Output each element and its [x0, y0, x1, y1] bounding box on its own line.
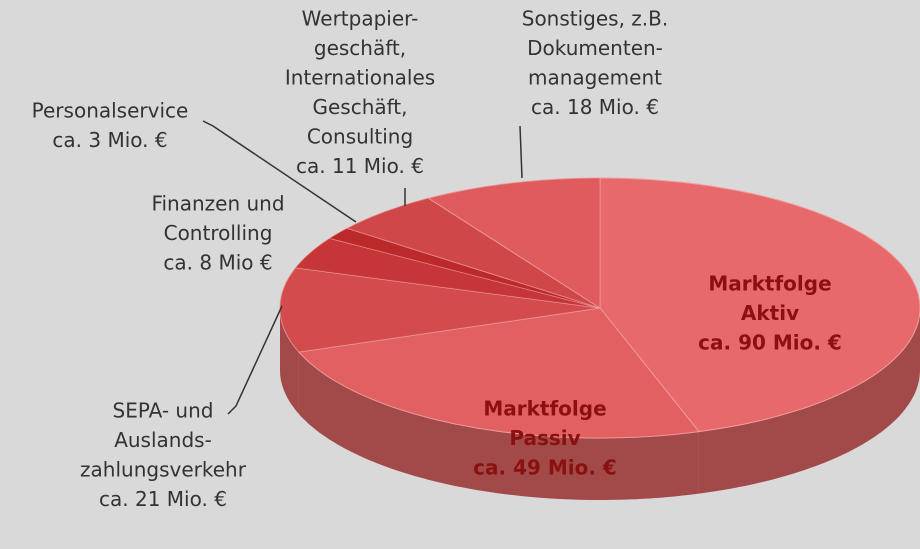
slice-side-shade [298, 352, 699, 500]
value-label: ca. 21 Mio. € [99, 487, 227, 511]
slice-label: Auslands- [114, 428, 212, 452]
slice-label: zahlungsverkehr [80, 458, 247, 482]
slice-side-shade [280, 308, 299, 414]
slices [279, 177, 920, 500]
slice-label: geschäft, [314, 36, 406, 60]
slice-label: Marktfolge [708, 272, 831, 296]
leader-line [227, 305, 283, 415]
slice-label: Wertpapier- [302, 7, 419, 31]
slice-label: Dokumenten- [527, 36, 663, 60]
slice-shade [347, 198, 600, 308]
slice-shade [280, 267, 600, 352]
slice-label: Consulting [307, 125, 413, 149]
slice-shade [295, 238, 600, 308]
slice [599, 177, 920, 433]
slice-side [298, 352, 699, 500]
slice-label: Internationales [285, 66, 435, 90]
slice-label: Geschäft, [312, 95, 407, 119]
value-label: ca. 11 Mio. € [296, 154, 424, 178]
slice [294, 237, 601, 309]
value-label: ca. 18 Mio. € [531, 95, 659, 119]
slice-shade [428, 178, 600, 308]
slice-label: Personalservice [32, 99, 189, 123]
slice-shade [298, 308, 699, 438]
slice-label: Finanzen und [151, 192, 284, 216]
leader-lines [202, 120, 523, 415]
labels: Marktfolge Aktiv ca. 90 Mio. € Marktfolge Pa… [32, 7, 842, 512]
slice-label: Sonstiges, z.B. [522, 7, 669, 31]
slice [297, 307, 700, 439]
leader-line [202, 120, 357, 223]
value-label: ca. 49 Mio. € [473, 456, 617, 480]
slice [345, 197, 601, 309]
value-label: ca. 90 Mio. € [698, 331, 842, 355]
slice-side [698, 308, 920, 494]
value-label: ca. 8 Mio € [163, 251, 272, 275]
slice-side [280, 308, 299, 414]
leader-line [519, 125, 523, 179]
slice-side-shade [698, 308, 920, 494]
slice-label: Aktiv [741, 301, 799, 325]
slice-label: Passiv [509, 426, 580, 450]
value-label: ca. 3 Mio. € [52, 128, 167, 152]
slice-label: Marktfolge [483, 397, 606, 421]
slice-label: Controlling [164, 221, 273, 245]
slice [427, 177, 601, 309]
slice-label: management [528, 66, 662, 90]
slice-shade [329, 228, 600, 308]
slice-label: SEPA- und [113, 399, 214, 423]
